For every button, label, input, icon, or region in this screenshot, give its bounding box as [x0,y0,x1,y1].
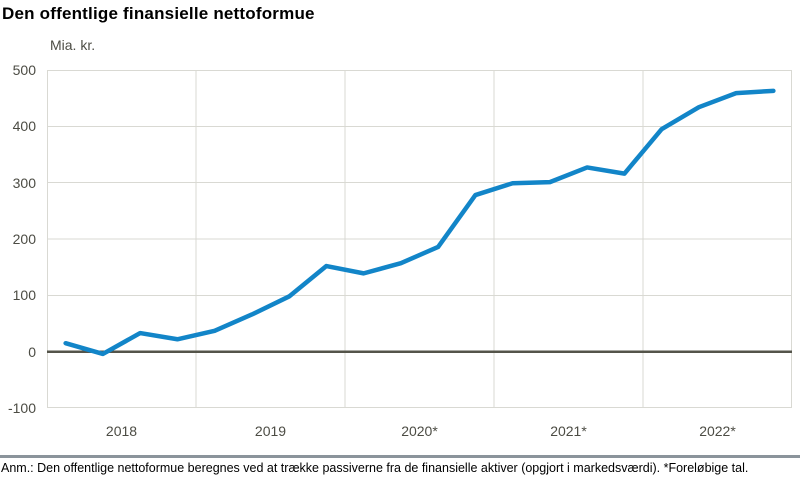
x-tick-label-2021: 2021* [550,423,587,439]
x-tick-label-2019: 2019 [254,423,287,439]
chart-title: Den offentlige finansielle nettoformue [2,4,315,23]
y-tick-label-300: 300 [12,174,36,191]
y-tick-label-100: 100 [12,287,36,304]
y-tick-label-200: 200 [12,231,36,247]
y-axis-unit-label: Mia. kr. [50,37,96,53]
footnote-separator-bar [0,455,800,458]
y-tick-label--100: -100 [7,400,36,416]
net-wealth-line [63,88,776,357]
y-tick-label-0: 0 [28,343,36,360]
y-tick-label-400: 400 [12,118,36,135]
x-tick-label-2018: 2018 [105,423,138,439]
plot-area [47,70,792,408]
y-tick-label-500: 500 [12,62,36,78]
x-tick-label-2020: 2020* [401,423,438,439]
line-chart-svg [47,70,792,408]
x-tick-label-2022: 2022* [699,423,736,439]
footnote-text: Anm.: Den offentlige nettoformue beregne… [1,461,749,475]
